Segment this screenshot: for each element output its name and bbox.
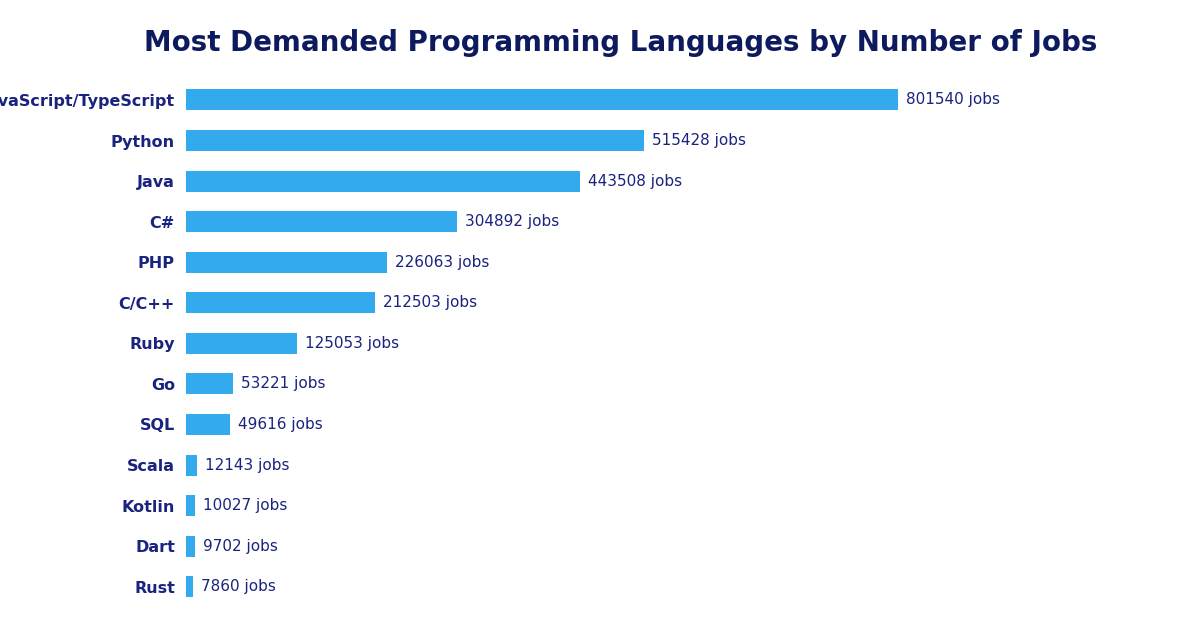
- Text: 515428 jobs: 515428 jobs: [652, 133, 745, 148]
- Bar: [186, 576, 193, 597]
- Text: 9702 jobs: 9702 jobs: [203, 539, 277, 554]
- Bar: [186, 414, 230, 435]
- Text: 212503 jobs: 212503 jobs: [383, 295, 476, 311]
- Text: 801540 jobs: 801540 jobs: [906, 93, 1000, 108]
- Text: 443508 jobs: 443508 jobs: [588, 174, 682, 188]
- Text: 304892 jobs: 304892 jobs: [464, 214, 559, 229]
- Bar: [186, 292, 374, 313]
- Bar: [186, 130, 643, 151]
- Text: 53221 jobs: 53221 jobs: [241, 376, 325, 391]
- Text: 125053 jobs: 125053 jobs: [305, 336, 400, 351]
- Text: 12143 jobs: 12143 jobs: [205, 457, 289, 472]
- Bar: [186, 536, 194, 557]
- Bar: [186, 251, 386, 273]
- Bar: [186, 89, 898, 110]
- Text: 10027 jobs: 10027 jobs: [203, 498, 287, 513]
- Bar: [186, 171, 580, 192]
- Bar: [186, 374, 233, 394]
- Text: 226063 jobs: 226063 jobs: [395, 255, 490, 270]
- Bar: [186, 495, 194, 516]
- Bar: [186, 454, 197, 476]
- Text: 7860 jobs: 7860 jobs: [200, 579, 276, 594]
- Bar: [186, 211, 457, 232]
- Text: 49616 jobs: 49616 jobs: [238, 417, 323, 432]
- Title: Most Demanded Programming Languages by Number of Jobs: Most Demanded Programming Languages by N…: [144, 28, 1098, 57]
- Bar: [186, 333, 298, 354]
